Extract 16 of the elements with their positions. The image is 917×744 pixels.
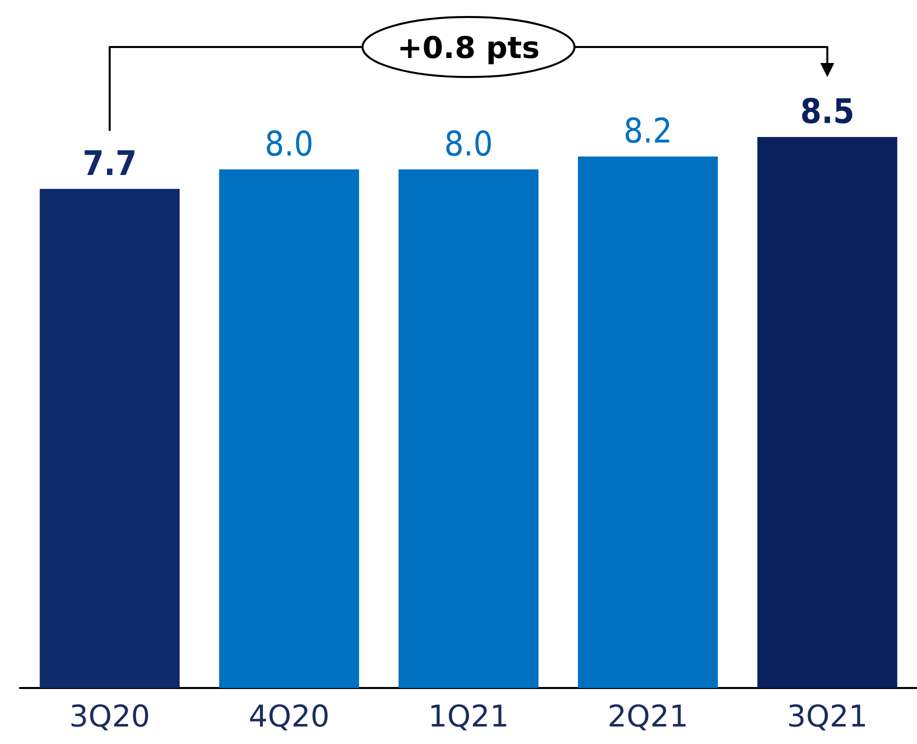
bar — [398, 169, 538, 688]
data-label: 8.0 — [444, 124, 493, 164]
data-label: 8.5 — [800, 92, 854, 132]
bar — [578, 156, 718, 688]
bar — [219, 169, 360, 688]
x-tick-label: 2Q21 — [607, 700, 688, 734]
text: +0.8 pts — [397, 31, 540, 66]
data-label: 8.2 — [624, 111, 672, 152]
bar — [40, 188, 180, 688]
x-tick-label: 3Q20 — [69, 700, 150, 734]
data-label: 8.0 — [264, 124, 314, 164]
x-tick-label: 1Q21 — [428, 700, 509, 734]
bar — [757, 137, 898, 688]
data-label: 7.7 — [82, 144, 137, 184]
x-tick-label: 4Q20 — [248, 700, 330, 734]
x-tick-label: 3Q21 — [786, 700, 868, 734]
